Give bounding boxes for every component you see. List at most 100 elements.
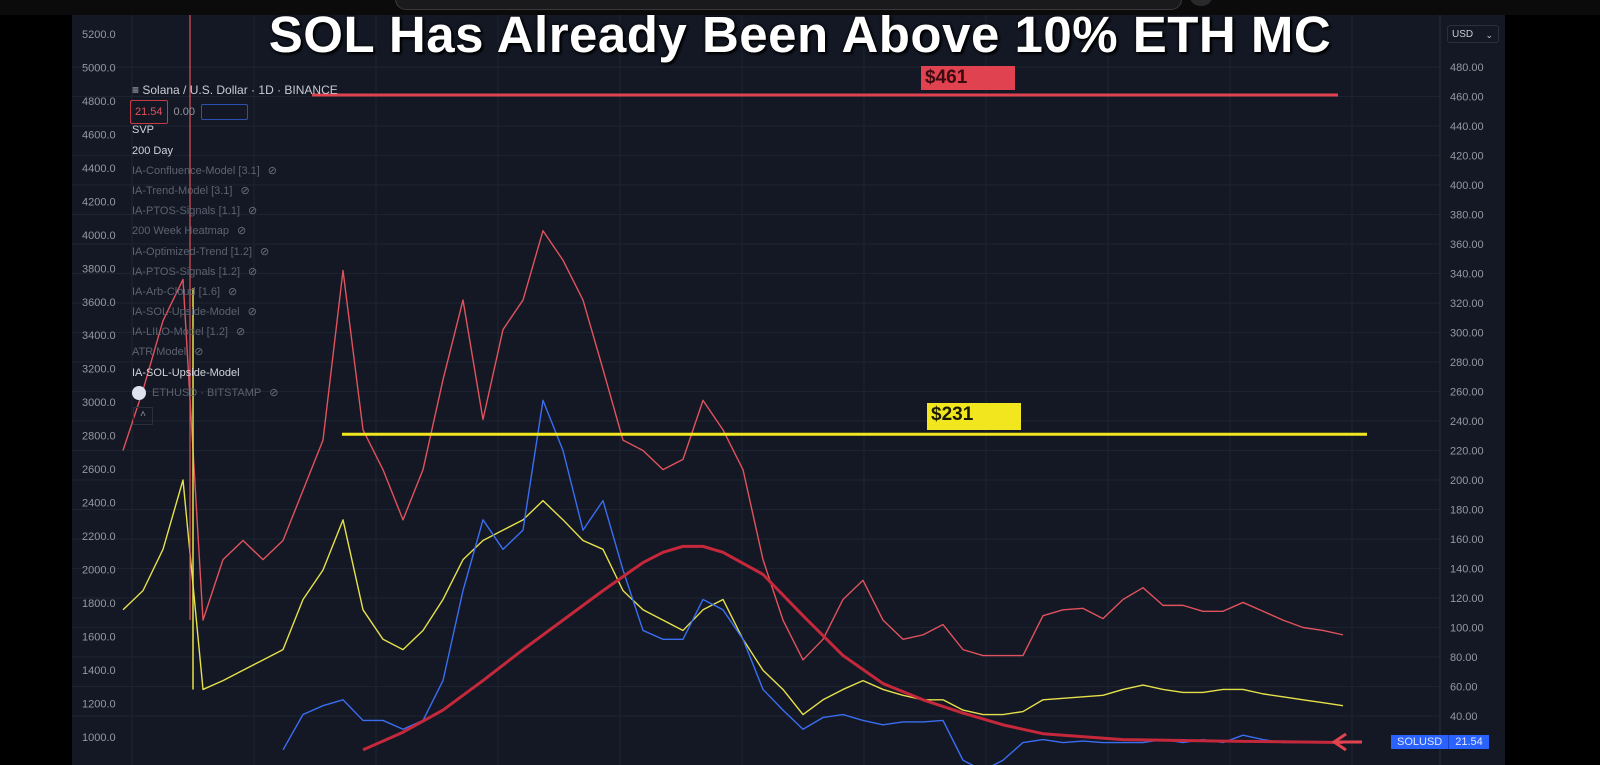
right-axis-tick: 280.00 (1450, 357, 1484, 369)
legend-item-label: IA-SOL-Upside-Model (132, 366, 240, 379)
legend-item[interactable]: 200 Day (132, 141, 338, 161)
currency-value: USD (1452, 29, 1474, 40)
legend-item[interactable]: ATR Model ⊘ (132, 342, 338, 362)
left-axis-tick: 2000.0 (82, 565, 116, 577)
left-axis-tick: 1800.0 (82, 598, 116, 610)
left-axis-tick: 1000.0 (82, 732, 116, 744)
right-axis-tick: 320.00 (1450, 298, 1484, 310)
legend-item[interactable]: IA-LILO-Model [1.2] ⊘ (132, 322, 338, 342)
legend-item[interactable]: IA-Confluence-Model [3.1] ⊘ (132, 161, 338, 181)
right-axis-tick: 40.00 (1450, 711, 1478, 723)
legend-item-label: IA-LILO-Model [1.2] (132, 326, 228, 339)
right-axis-tick: 460.00 (1450, 92, 1484, 104)
level-label-461: $461 (921, 66, 1015, 90)
eye-hidden-icon[interactable]: ⊘ (240, 184, 250, 197)
arrow-left-icon (1331, 732, 1362, 752)
chart-panel[interactable]: 480.00 460.00 440.00 420.00 400.00 380.00 360.… (72, 15, 1505, 765)
symbol-row[interactable]: ≡ Solana / U.S. Dollar · 1D · BINANCE (132, 80, 338, 100)
video-title-overlay: SOL Has Already Been Above 10% ETH MC (268, 6, 1332, 63)
left-axis-tick: 1400.0 (82, 665, 116, 677)
left-axis-tick: 1600.0 (82, 632, 116, 644)
right-axis-tick: 340.00 (1450, 269, 1484, 281)
last-price-tag: SOLUSD 21.54 (1391, 735, 1489, 749)
left-axis-tick: 4200.0 (82, 196, 116, 208)
legend-item-label: SVP (132, 124, 155, 137)
legend-item-label: IA-PTOS-Signals [1.1] (132, 205, 241, 218)
right-axis-tick: 120.00 (1450, 593, 1484, 605)
right-axis-tick: 180.00 (1450, 505, 1484, 517)
left-axis-tick: 3400.0 (82, 330, 116, 342)
left-axis-tick: 3000.0 (82, 397, 116, 409)
profile-button[interactable] (1190, 0, 1212, 6)
legend-item-label: IA-SOL-Upside-Model (132, 306, 240, 319)
eye-hidden-icon[interactable]: ⊘ (269, 386, 279, 399)
left-axis-tick: 1200.0 (82, 699, 116, 711)
left-axis-tick: 4000.0 (82, 230, 116, 242)
left-axis-tick: 2200.0 (82, 531, 116, 543)
ethereum-icon (132, 385, 146, 400)
collapse-legend-button[interactable]: ˄ (133, 407, 153, 425)
currency-select[interactable]: USD ⌄ (1447, 25, 1499, 43)
series-line-0 (122, 230, 1344, 661)
legend-item[interactable]: IA-PTOS-Signals [1.1] ⊘ (132, 201, 338, 221)
legend-item-label: 200 Week Heatmap (132, 225, 230, 238)
right-axis-tick: 360.00 (1450, 239, 1484, 251)
eye-hidden-icon[interactable]: ⊘ (237, 225, 247, 238)
right-axis-tick: 240.00 (1450, 416, 1484, 428)
legend-item[interactable]: IA-SOL-Upside-Model ⊘ (132, 302, 338, 322)
legend-item[interactable]: IA-Arb-Cloud [1.6] ⊘ (132, 282, 338, 302)
left-axis-tick: 3800.0 (82, 263, 116, 275)
right-axis-tick: 260.00 (1450, 387, 1484, 399)
left-axis-tick: 4600.0 (82, 129, 116, 141)
left-axis-tick: 3200.0 (82, 364, 116, 376)
left-axis-tick: 4800.0 (82, 96, 116, 108)
right-axis-tick: 480.00 (1450, 62, 1484, 74)
right-axis-tick: 140.00 (1450, 564, 1484, 576)
legend-item[interactable]: IA-SOL-Upside-Model (132, 363, 338, 383)
compare-symbol-row[interactable]: ETHUSD · BITSTAMP ⊘ (132, 383, 338, 403)
eye-hidden-icon[interactable]: ⊘ (267, 164, 278, 177)
price-row: 21.54 0.00 (130, 100, 338, 125)
legend-item-label: IA-Confluence-Model [3.1] (132, 164, 260, 177)
left-axis-tick: 5000.0 (82, 62, 116, 74)
left-axis-tick: 2400.0 (82, 498, 116, 510)
series-line-3 (362, 544, 1344, 752)
eye-hidden-icon[interactable]: ⊘ (247, 306, 257, 319)
right-axis-tick: 200.00 (1450, 475, 1484, 487)
legend-item-label: IA-Optimized-Trend [1.2] (132, 245, 253, 258)
legend-item[interactable]: SVP (132, 120, 338, 140)
sell-price[interactable]: 21.54 (130, 100, 168, 125)
eye-hidden-icon[interactable]: ⊘ (260, 245, 270, 258)
right-axis-tick: 80.00 (1450, 652, 1478, 664)
right-axis-tick: 300.00 (1450, 328, 1484, 340)
price-chart[interactable]: 480.00 460.00 440.00 420.00 400.00 380.00 360.… (72, 15, 1505, 765)
eye-hidden-icon[interactable]: ⊘ (228, 285, 238, 298)
legend-item-label: IA-PTOS-Signals [1.2] (132, 265, 241, 278)
left-axis-tick: 2800.0 (82, 431, 116, 443)
series-line-1 (122, 479, 1344, 716)
price-tag-value: 21.54 (1448, 735, 1489, 749)
level-label-231: $231 (927, 403, 1021, 430)
left-axis-tick: 4400.0 (82, 163, 116, 175)
right-axis-tick: 100.00 (1450, 623, 1484, 635)
chevron-down-icon: ⌄ (1485, 30, 1493, 40)
buy-price[interactable] (200, 104, 248, 121)
eye-hidden-icon[interactable]: ⊘ (194, 346, 204, 359)
legend-item[interactable]: 200 Week Heatmap ⊘ (132, 221, 338, 241)
left-axis-tick: 5200.0 (82, 29, 116, 41)
left-axis-tick: 2600.0 (82, 464, 116, 476)
spread: 0.00 (173, 106, 195, 119)
legend-item[interactable]: IA-Optimized-Trend [1.2] ⊘ (132, 242, 338, 262)
legend-item[interactable]: IA-Trend-Model [3.1] ⊘ (132, 181, 338, 201)
symbol-menu-icon: ≡ (132, 83, 143, 97)
right-axis-tick: 400.00 (1450, 180, 1484, 192)
browser-top-bar (0, 0, 1600, 15)
legend-item-label: 200 Day (132, 144, 173, 157)
right-axis-tick: 420.00 (1450, 151, 1484, 163)
legend-item[interactable]: IA-PTOS-Signals [1.2] ⊘ (132, 262, 338, 282)
eye-hidden-icon[interactable]: ⊘ (248, 205, 258, 218)
eye-hidden-icon[interactable]: ⊘ (248, 265, 258, 278)
eye-hidden-icon[interactable]: ⊘ (236, 326, 246, 339)
chart-legend: ≡ Solana / U.S. Dollar · 1D · BINANCE 21… (130, 80, 338, 403)
right-axis-tick: 160.00 (1450, 534, 1484, 546)
